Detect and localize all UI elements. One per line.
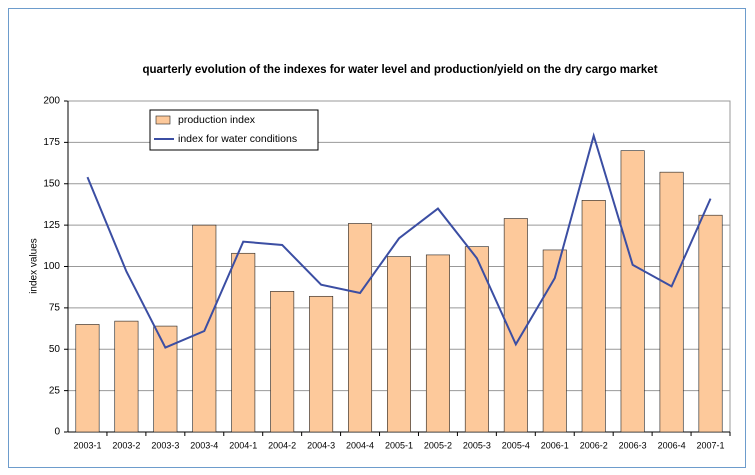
x-tick-label: 2007-1	[697, 440, 725, 450]
bar	[387, 256, 411, 433]
x-tick-label: 2005-3	[463, 440, 491, 450]
x-tick-label: 2004-2	[268, 440, 296, 450]
legend-swatch	[155, 115, 171, 125]
legend-box	[149, 109, 319, 151]
bar	[698, 214, 723, 433]
x-tick-label: 2006-4	[658, 440, 686, 450]
bar	[425, 254, 450, 433]
x-tick-label: 2006-1	[541, 440, 569, 450]
x-tick-label: 2003-2	[112, 440, 140, 450]
bar	[153, 325, 178, 433]
bar	[581, 200, 606, 433]
bar	[309, 295, 334, 433]
x-tick-label: 2005-1	[385, 440, 413, 450]
x-tick-label: 2006-2	[580, 440, 608, 450]
line	[86, 132, 712, 349]
y-tick-label: 25	[49, 385, 61, 396]
x-tick-label: 2004-4	[346, 440, 374, 450]
x-tick-label: 2005-4	[502, 440, 530, 450]
y-axis-label: index values	[29, 238, 40, 294]
bar	[270, 291, 295, 433]
y-tick-label: 100	[43, 261, 60, 272]
y-tick-label: 50	[49, 344, 61, 355]
bar	[542, 249, 567, 433]
y-tick-label: 125	[43, 220, 60, 231]
bar	[231, 252, 256, 433]
y-tick-label: 150	[43, 178, 60, 189]
y-tick-label: 175	[43, 137, 60, 148]
bar	[114, 320, 139, 433]
x-tick-label: 2003-4	[190, 440, 218, 450]
bar	[620, 150, 645, 433]
x-tick-label: 2003-1	[73, 440, 101, 450]
x-tick-label: 2005-2	[424, 440, 452, 450]
bar	[348, 223, 373, 433]
bar	[659, 171, 684, 433]
bar	[464, 246, 489, 433]
legend-label: index for water conditions	[178, 133, 297, 145]
y-tick-label: 200	[43, 96, 60, 107]
x-tick-label: 2003-3	[151, 440, 179, 450]
chart-title: quarterly evolution of the indexes for w…	[142, 64, 658, 76]
x-tick-label: 2004-3	[307, 440, 335, 450]
bar	[75, 324, 100, 433]
chart-frame	[8, 8, 746, 468]
y-tick-label: 0	[54, 427, 60, 438]
x-tick-label: 2004-1	[229, 440, 257, 450]
y-tick-label: 75	[49, 303, 61, 314]
x-tick-label: 2006-3	[619, 440, 647, 450]
legend-label: production index	[178, 114, 256, 126]
